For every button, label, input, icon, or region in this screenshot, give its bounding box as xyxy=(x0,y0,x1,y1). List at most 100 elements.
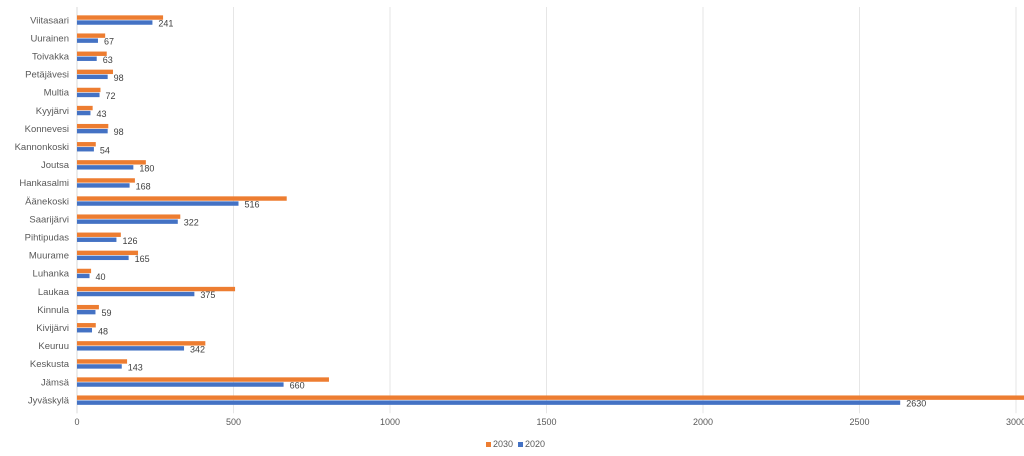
data-label: 322 xyxy=(184,218,199,228)
x-tick-label: 1000 xyxy=(380,417,400,427)
x-tick-label: 3000 xyxy=(1006,417,1024,427)
data-label: 63 xyxy=(103,55,113,65)
data-labels: 2416763987243985418016851632212616540375… xyxy=(96,19,927,409)
category-label: Toivakka xyxy=(32,51,70,62)
bars xyxy=(77,15,1024,405)
bar-2020 xyxy=(77,291,195,297)
bar-2030 xyxy=(77,268,92,274)
bar-2030 xyxy=(77,51,107,56)
bar-2030 xyxy=(77,304,99,310)
x-axis-tick-labels: 0 500 1000 1500 2000 2500 3000 xyxy=(74,417,1024,427)
data-label: 516 xyxy=(245,200,260,210)
x-tick-label: 2500 xyxy=(849,417,869,427)
category-label: Joutsa xyxy=(41,160,70,171)
x-tick-label: 2000 xyxy=(693,417,713,427)
bar-2030 xyxy=(77,33,106,38)
category-label: Jyväskylä xyxy=(28,395,70,406)
bar-2020 xyxy=(77,346,185,351)
bar-2020 xyxy=(77,56,97,61)
bar-2030 xyxy=(77,232,121,237)
data-label: 54 xyxy=(100,145,110,155)
bar-2020 xyxy=(77,237,117,242)
data-label: 342 xyxy=(190,344,205,354)
bar-2030 xyxy=(77,250,139,256)
legend: 2030 2020 xyxy=(486,439,545,449)
bar-2030 xyxy=(77,359,128,364)
category-label: Kannonkoski xyxy=(15,142,69,153)
category-label: Laukaa xyxy=(38,287,70,298)
bar-2030 xyxy=(77,142,96,147)
category-label: Multia xyxy=(44,88,70,99)
legend-label-2020: 2020 xyxy=(525,439,545,449)
category-label: Saarijärvi xyxy=(29,214,69,225)
bar-2030 xyxy=(77,377,329,382)
category-label: Kivijärvi xyxy=(36,323,69,334)
bar-2030 xyxy=(77,395,1024,400)
category-label: Pihtipudas xyxy=(25,232,70,243)
data-label: 72 xyxy=(106,91,116,101)
bar-2020 xyxy=(77,92,100,98)
bar-2030 xyxy=(77,87,101,93)
bar-2030 xyxy=(77,286,236,292)
bar-2020 xyxy=(77,219,178,224)
category-label: Hankasalmi xyxy=(19,178,69,189)
bar-2020 xyxy=(77,74,108,80)
category-label: Muurame xyxy=(29,251,69,262)
data-label: 168 xyxy=(136,181,151,191)
bar-2030 xyxy=(77,69,113,75)
bar-2030 xyxy=(77,341,206,346)
data-label: 40 xyxy=(96,272,106,282)
data-label: 98 xyxy=(114,73,124,83)
data-label: 165 xyxy=(135,254,150,264)
bar-2020 xyxy=(77,328,93,333)
category-label: Äänekoski xyxy=(25,196,69,207)
category-labels: Viitasaari Uurainen Toivakka Petäjävesi Mult… xyxy=(15,15,70,406)
legend-label-2030: 2030 xyxy=(493,439,513,449)
bar-2030 xyxy=(77,15,164,20)
bar-2020 xyxy=(77,165,134,170)
bar-2030 xyxy=(77,196,287,201)
data-label: 2630 xyxy=(906,399,926,409)
category-label: Konnevesi xyxy=(25,124,69,135)
category-label: Keskusta xyxy=(30,359,70,370)
bar-2030 xyxy=(77,323,96,328)
bar-2030 xyxy=(77,214,181,219)
bar-2030 xyxy=(77,105,93,111)
bar-2020 xyxy=(77,400,901,405)
bar-2020 xyxy=(77,110,91,116)
data-label: 43 xyxy=(96,109,106,119)
bar-2030 xyxy=(77,123,109,129)
category-label: Kinnula xyxy=(37,305,69,316)
category-label: Keuruu xyxy=(38,341,69,352)
x-tick-label: 0 xyxy=(74,417,79,427)
legend-swatch-2020 xyxy=(518,442,523,447)
category-label: Uurainen xyxy=(30,33,69,44)
x-tick-label: 500 xyxy=(226,417,241,427)
bar-2020 xyxy=(77,309,96,315)
data-label: 241 xyxy=(158,19,173,29)
gridlines xyxy=(76,7,1017,414)
bar-2020 xyxy=(77,128,108,134)
category-label: Luhanka xyxy=(33,269,70,280)
bar-2020 xyxy=(77,382,284,387)
data-label: 67 xyxy=(104,37,114,47)
bar-2020 xyxy=(77,38,98,43)
bar-2020 xyxy=(77,364,122,369)
data-label: 98 xyxy=(114,127,124,137)
category-label: Kyyjärvi xyxy=(36,106,69,117)
data-label: 126 xyxy=(122,236,137,246)
bar-2020 xyxy=(77,183,130,188)
bar-2020 xyxy=(77,273,90,279)
data-label: 180 xyxy=(139,163,154,173)
bar-2020 xyxy=(77,147,94,152)
bar-2020 xyxy=(77,20,153,25)
bar-2020 xyxy=(77,255,129,261)
bar-2030 xyxy=(77,178,135,183)
data-label: 375 xyxy=(200,290,215,300)
data-label: 143 xyxy=(128,362,143,372)
category-label: Viitasaari xyxy=(30,15,69,26)
bar-2030 xyxy=(77,160,146,165)
legend-swatch-2030 xyxy=(486,442,491,447)
category-label: Jämsä xyxy=(41,377,70,388)
